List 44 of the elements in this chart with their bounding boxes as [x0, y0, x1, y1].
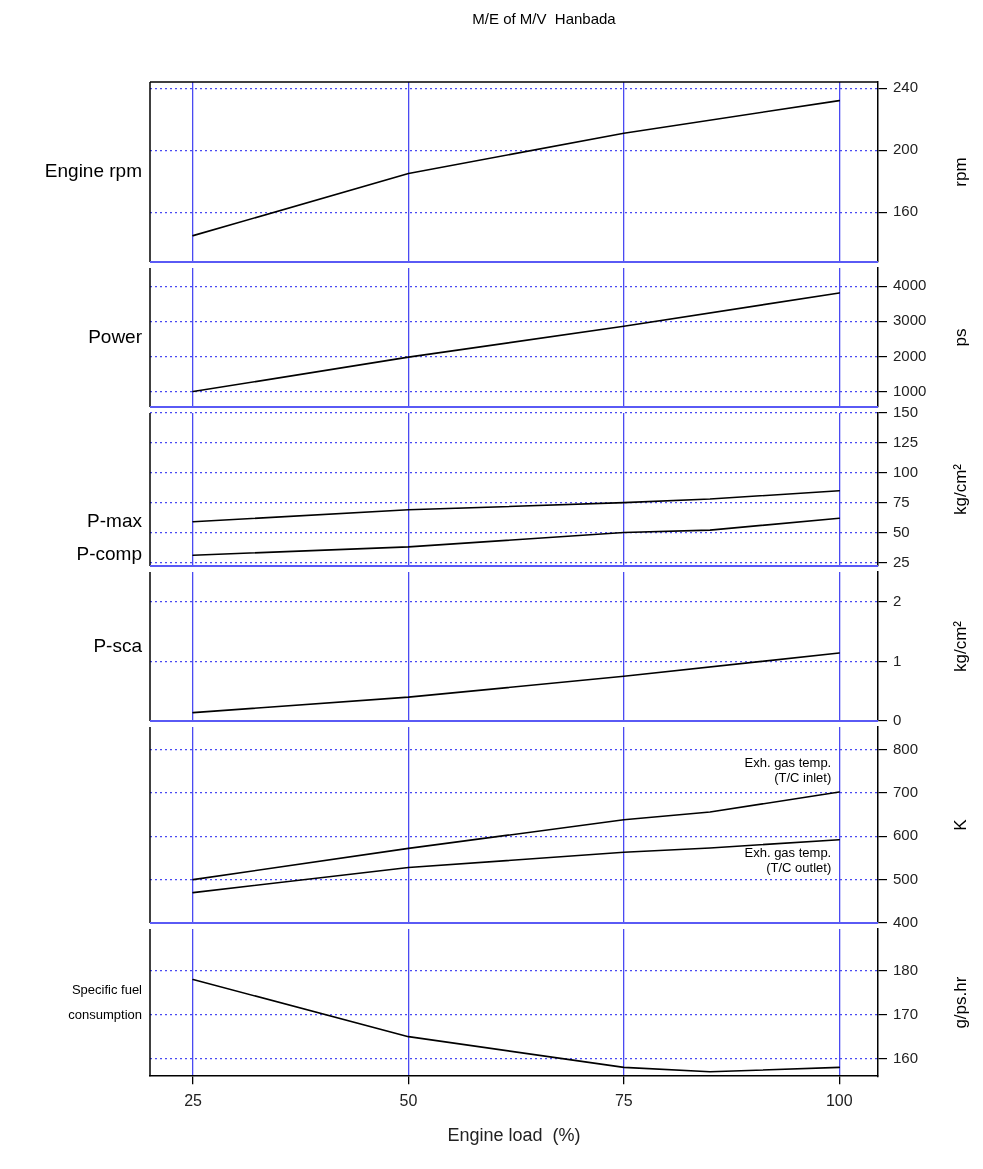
y-tick-label: 75 [893, 492, 910, 510]
y-tick-label: 150 [893, 403, 919, 421]
y-axis-title: ps [950, 328, 970, 347]
y-tick-label: 240 [893, 78, 919, 96]
x-axis-title: Engine load (%) [447, 1125, 581, 1146]
y-axis-title: kg/cm² [950, 620, 970, 672]
y-tick-label: 160 [893, 202, 919, 220]
y-tick-label: 600 [893, 826, 919, 844]
y-axis-title: g/ps.hr [950, 976, 970, 1029]
y-tick-label: 200 [893, 140, 919, 158]
y-tick-label: 160 [893, 1048, 919, 1066]
y-tick-label: 400 [893, 913, 919, 931]
chart-title: M/E of M/V Hanbada [472, 10, 617, 28]
y-axis-title: K [950, 818, 970, 831]
y-tick-label: 4000 [893, 276, 927, 294]
x-tick-label: 75 [614, 1092, 633, 1110]
y-tick-label: 2000 [893, 346, 927, 364]
series-label: Exh. gas temp. (T/C inlet) [744, 755, 832, 786]
y-tick-label: 500 [893, 869, 919, 887]
y-axis-title: kg/cm² [950, 463, 970, 515]
text: P-max [87, 510, 143, 532]
series-label: Exh. gas temp. (T/C outlet) [744, 844, 832, 875]
y-tick-label: 100 [893, 462, 919, 480]
x-tick-label: 50 [399, 1092, 418, 1110]
x-tick-label: 100 [825, 1092, 853, 1110]
y-tick-label: 180 [893, 960, 919, 978]
y-tick-label: 25 [893, 552, 910, 570]
y-tick-label: 50 [893, 522, 910, 540]
y-tick-label: 700 [893, 783, 919, 801]
text: Power [88, 325, 143, 347]
text: Specific fuel consumption [68, 981, 143, 1022]
y-tick-label: 1000 [893, 381, 927, 399]
y-tick-label: 800 [893, 739, 919, 757]
y-tick-label: 170 [893, 1004, 919, 1022]
text: P-comp [76, 543, 142, 565]
text: Engine rpm [44, 160, 142, 182]
y-axis-title: rpm [950, 157, 970, 187]
y-tick-label: 0 [893, 711, 902, 729]
x-tick-label: 25 [184, 1092, 203, 1110]
y-tick-label: 125 [893, 433, 919, 451]
text: P-sca [93, 634, 143, 656]
y-tick-label: 3000 [893, 311, 927, 329]
y-tick-label: 1 [893, 651, 902, 669]
y-tick-label: 2 [893, 591, 902, 609]
